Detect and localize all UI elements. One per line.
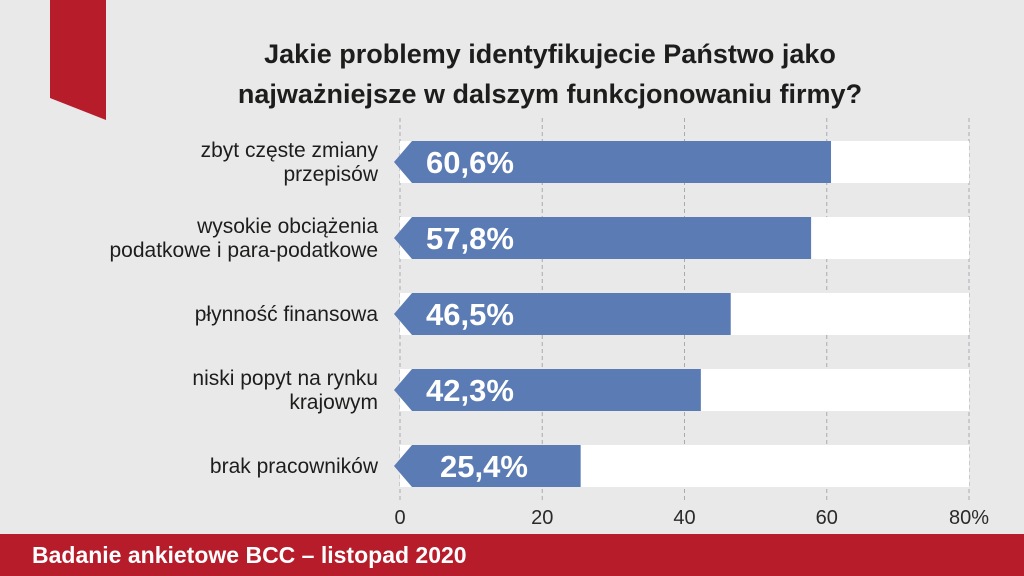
- category-label-2-0: płynność finansowa: [195, 303, 379, 326]
- category-label-4-0: brak pracowników: [210, 455, 379, 478]
- footer-bar: Badanie ankietowe BCC – listopad 2020: [0, 534, 1024, 576]
- bar-0: [394, 141, 832, 183]
- value-label-3: 42,3%: [426, 373, 514, 408]
- category-label-1-0: wysokie obciążenia: [196, 215, 378, 238]
- red-ribbon-decoration: [50, 0, 106, 120]
- category-label-1-1: podatkowe i para-podatkowe: [109, 239, 378, 262]
- category-label-0-1: przepisów: [283, 163, 378, 186]
- value-label-0: 60,6%: [426, 145, 514, 180]
- category-label-0-0: zbyt częste zmiany: [201, 139, 379, 162]
- chart-title-line-2: najważniejsze w dalszym funkcjonowaniu f…: [237, 79, 863, 109]
- bar-2: [394, 293, 731, 335]
- value-label-1: 57,8%: [426, 221, 514, 256]
- footer-text: Badanie ankietowe BCC – listopad 2020: [32, 542, 467, 568]
- category-label-3-0: niski popyt na rynku: [192, 367, 378, 390]
- chart-title-line-1: Jakie problemy identyfikujecie Państwo j…: [264, 39, 836, 69]
- bar-1: [394, 217, 812, 259]
- chart-x-axis: 0 20 40 60 80%: [394, 507, 989, 529]
- x-tick-label-1: 20: [531, 507, 553, 529]
- category-label-3-1: krajowym: [289, 391, 378, 414]
- x-tick-label-4: 80%: [949, 507, 989, 529]
- chart-bars: 60,6% 57,8% 46,5% 42,3% 25,4%: [394, 141, 969, 487]
- bar-3: [394, 369, 701, 411]
- value-label-4: 25,4%: [440, 449, 528, 484]
- bar-4: [394, 445, 581, 487]
- x-tick-label-3: 60: [816, 507, 838, 529]
- value-label-2: 46,5%: [426, 297, 514, 332]
- chart-title: Jakie problemy identyfikujecie Państwo j…: [140, 34, 960, 114]
- x-tick-label-0: 0: [394, 507, 405, 529]
- x-tick-label-2: 40: [673, 507, 695, 529]
